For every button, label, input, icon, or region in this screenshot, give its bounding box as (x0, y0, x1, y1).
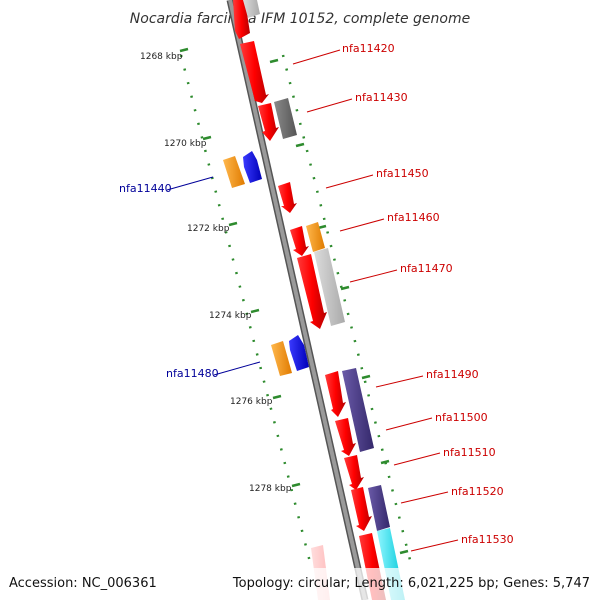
kbp-label: 1272 kbp (187, 224, 230, 234)
gene-arrow[interactable] (258, 103, 279, 141)
genome-backbone (226, 0, 369, 600)
gene-label-forward[interactable]: nfa11490 (426, 368, 479, 381)
gene-arrow[interactable] (368, 485, 390, 531)
kbp-label: 1278 kbp (249, 484, 292, 494)
gene-label-forward[interactable]: nfa11470 (400, 262, 453, 275)
accession-text: Accession: NC_006361 (9, 576, 157, 591)
forward-label-leaders (292, 49, 459, 552)
reverse-label-leaders (166, 176, 261, 376)
gene-arrow[interactable] (243, 151, 262, 183)
gene-label-reverse[interactable]: nfa11440 (119, 182, 172, 195)
gene-label-forward[interactable]: nfa11500 (435, 411, 488, 424)
genome-summary-text: Topology: circular; Length: 6,021,225 bp… (232, 576, 590, 591)
gene-arrow[interactable] (351, 487, 372, 531)
gene-arrow[interactable] (314, 248, 345, 326)
kbp-tick (295, 142, 305, 148)
gene-label-forward[interactable]: nfa11520 (451, 485, 504, 498)
gene-label-forward[interactable]: nfa11460 (387, 211, 440, 224)
kbp-label: 1268 kbp (140, 52, 183, 62)
kbp-tick (250, 308, 260, 314)
gene-arrow[interactable] (240, 41, 269, 103)
gene-label-forward[interactable]: nfa11450 (376, 167, 429, 180)
gene-label-forward[interactable]: nfa11420 (342, 42, 395, 55)
forward-gene-labels: nfa11420 nfa11430 nfa11450 nfa11460 nfa1… (342, 42, 514, 546)
gene-arrow[interactable] (271, 341, 292, 376)
gene-label-forward[interactable]: nfa11530 (461, 533, 514, 546)
kbp-tick (269, 58, 279, 64)
genome-title: Nocardia farcinica IFM 10152, complete g… (130, 11, 470, 27)
gene-arrow[interactable] (342, 368, 374, 452)
gene-arrow[interactable] (335, 418, 356, 456)
kbp-tick (361, 374, 371, 380)
gene-arrow[interactable] (290, 226, 309, 256)
gene-arrow[interactable] (306, 222, 325, 252)
kbp-tick (228, 221, 238, 227)
gene-arrow[interactable] (243, 0, 260, 18)
kbp-label: 1276 kbp (230, 397, 273, 407)
kbp-tick (399, 549, 409, 555)
gene-label-forward[interactable]: nfa11430 (355, 91, 408, 104)
kbp-label: 1270 kbp (164, 139, 207, 149)
gene-arrow[interactable] (344, 455, 364, 490)
forward-strand-genes (233, 0, 405, 600)
kbp-tick (272, 394, 282, 400)
kbp-tick (202, 135, 212, 141)
gene-arrow[interactable] (274, 98, 297, 139)
footer-band (0, 568, 600, 600)
gene-label-forward[interactable]: nfa11510 (443, 446, 496, 459)
gene-arrow[interactable] (325, 371, 346, 417)
kbp-tick (380, 459, 390, 465)
kbp-tick (340, 285, 350, 291)
kbp-tick (291, 482, 301, 488)
gene-arrow[interactable] (297, 254, 327, 329)
gene-label-reverse[interactable]: nfa11480 (166, 367, 219, 380)
gene-arrow[interactable] (289, 335, 309, 371)
kbp-ticks (179, 47, 409, 555)
reverse-gene-labels: nfa11440 nfa11480 (119, 182, 219, 380)
gene-arrow[interactable] (223, 156, 245, 188)
kbp-tick (179, 47, 189, 53)
kbp-label: 1274 kbp (209, 311, 252, 321)
gene-arrow[interactable] (278, 182, 297, 213)
kbp-labels: 1268 kbp 1270 kbp 1272 kbp 1274 kbp 1276… (140, 52, 292, 494)
